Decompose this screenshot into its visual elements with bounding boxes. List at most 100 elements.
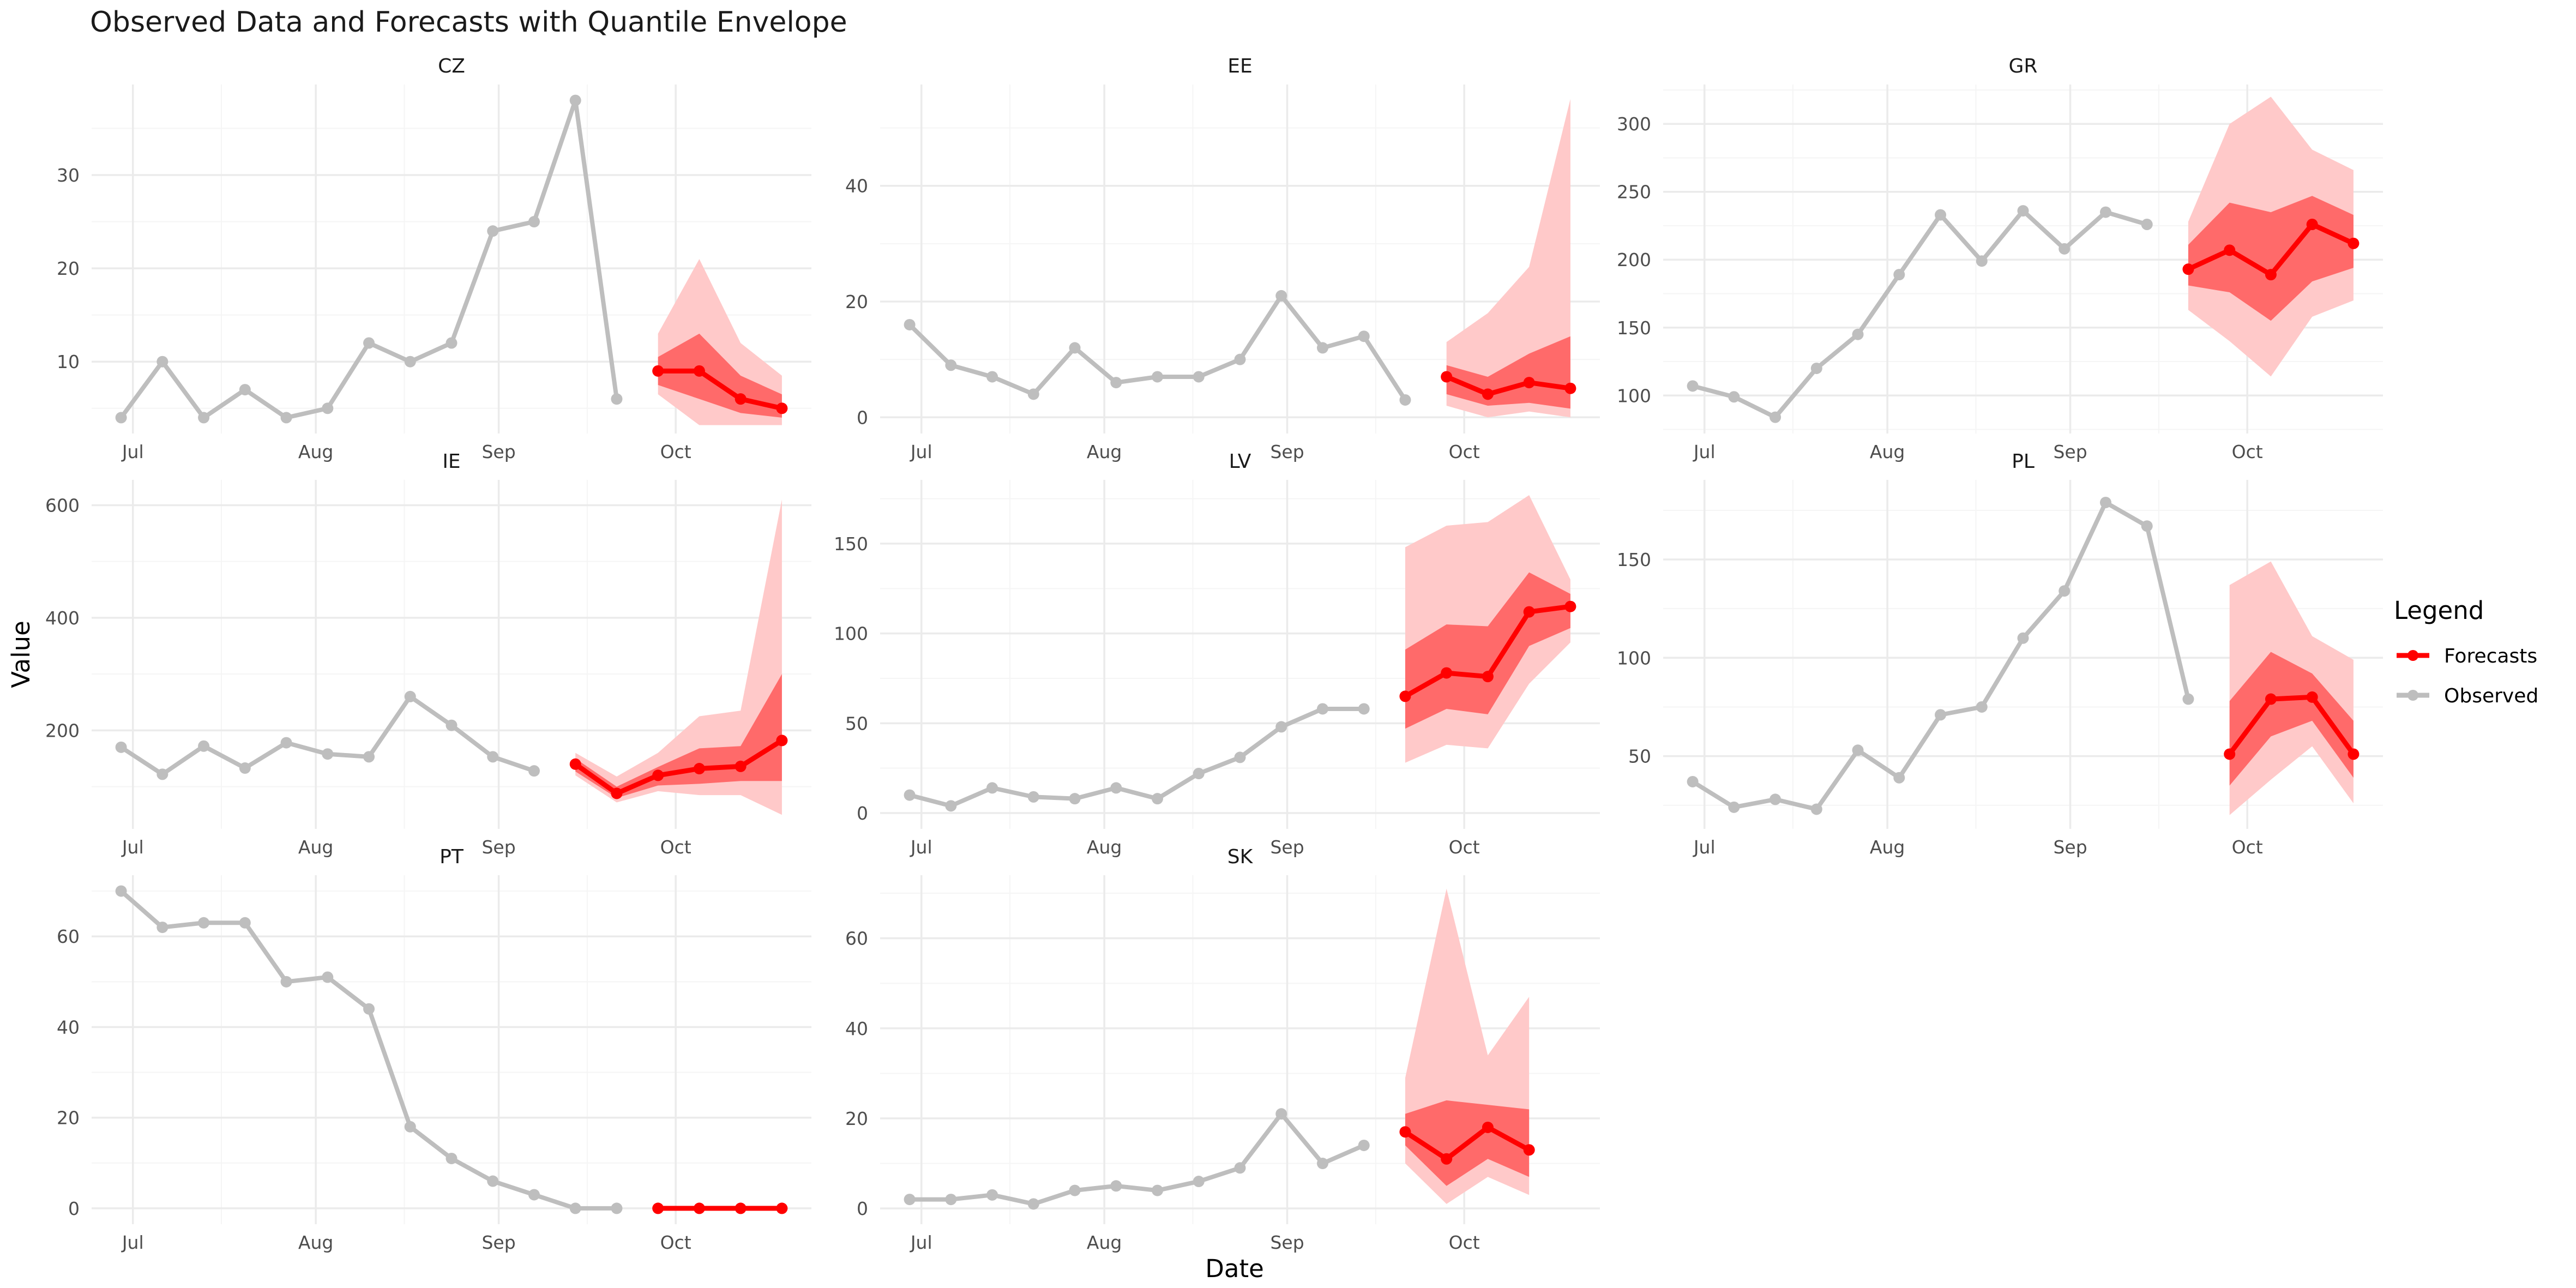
observed-point <box>280 976 292 988</box>
forecast-point <box>1441 667 1453 679</box>
observed-point <box>322 402 334 414</box>
observed-point <box>1852 744 1864 756</box>
observed-point <box>1687 775 1699 787</box>
forecast-point <box>611 787 623 799</box>
panel-title: PL <box>2012 450 2035 473</box>
y-tick-label: 20 <box>57 1108 80 1129</box>
observed-point <box>1358 703 1370 715</box>
legend-label-observed: Observed <box>2444 685 2538 707</box>
forecast-point <box>2348 237 2360 249</box>
x-tick-label: Jul <box>910 1232 932 1253</box>
observed-point <box>1234 353 1246 365</box>
observed-point <box>239 917 251 929</box>
observed-point <box>2059 243 2071 255</box>
y-tick-label: 60 <box>845 928 868 949</box>
x-tick-label: Aug <box>298 836 333 858</box>
observed-point <box>157 768 168 780</box>
forecast-line <box>658 368 783 411</box>
legend-label-forecasts: Forecasts <box>2444 645 2537 667</box>
observed-point <box>157 922 168 934</box>
y-tick-label: 0 <box>68 1198 80 1219</box>
observed-point <box>115 412 127 424</box>
observed-point <box>363 337 375 349</box>
observed-point <box>1687 380 1699 392</box>
observed-point <box>1110 1180 1122 1192</box>
observed-point <box>528 216 540 228</box>
observed-point <box>487 1175 499 1187</box>
y-tick-label: 20 <box>57 258 80 279</box>
outer-quantile-band <box>575 499 782 815</box>
x-tick-label: Aug <box>1870 836 1905 858</box>
x-tick-label: Aug <box>1087 441 1122 462</box>
forecast-point <box>693 1202 705 1214</box>
observed-point <box>1027 1198 1039 1210</box>
observed-point <box>446 719 458 731</box>
observed-point <box>1110 377 1122 389</box>
x-tick-label: Aug <box>1087 836 1122 858</box>
x-tick-label: Jul <box>910 441 932 462</box>
chart-title: Observed Data and Forecasts with Quantil… <box>90 6 847 39</box>
y-tick-label: 250 <box>1617 182 1651 203</box>
forecast-point <box>652 365 664 377</box>
observed-line <box>908 293 1407 401</box>
observed-point <box>569 94 581 106</box>
observed-point <box>363 1003 375 1015</box>
panel-title: CZ <box>438 55 465 77</box>
forecast-point <box>2348 748 2360 760</box>
y-tick-label: 100 <box>1617 385 1651 406</box>
observed-point <box>404 690 416 702</box>
observed-point <box>1976 255 1988 267</box>
x-tick-label: Sep <box>482 1232 515 1253</box>
forecast-point <box>1482 388 1494 400</box>
x-tick-label: Jul <box>910 836 932 858</box>
observed-point <box>1893 269 1905 281</box>
forecast-line <box>1445 374 1571 397</box>
observed-point <box>1275 721 1287 733</box>
y-tick-label: 50 <box>1628 746 1651 767</box>
observed-point <box>1316 703 1328 715</box>
observed-point <box>198 740 210 752</box>
observed-point <box>446 1152 458 1164</box>
observed-point <box>1193 371 1205 383</box>
observed-point <box>404 1121 416 1133</box>
observed-point <box>239 762 251 774</box>
forecast-point <box>2182 263 2194 275</box>
observed-point <box>487 751 499 763</box>
y-axis-title: Value <box>7 621 35 688</box>
observed-point <box>1069 1184 1081 1196</box>
observed-point <box>280 412 292 424</box>
observed-point <box>2017 205 2029 217</box>
observed-point <box>1893 772 1905 784</box>
y-tick-label: 200 <box>1617 249 1651 270</box>
observed-point <box>1810 803 1822 815</box>
observed-point <box>2059 585 2071 597</box>
observed-point <box>1316 342 1328 354</box>
panel-cz: CZ 10 20 30 Jul Aug Sep Oct <box>57 55 811 462</box>
forecast-point <box>2265 693 2277 705</box>
y-tick-label: 150 <box>1617 549 1651 570</box>
forecast-point <box>569 758 581 770</box>
observed-point <box>1193 1176 1205 1188</box>
y-tick-label: 150 <box>1617 317 1651 339</box>
observed-point <box>945 1194 957 1206</box>
observed-point <box>404 356 416 368</box>
legend-key-point <box>2408 650 2418 661</box>
observed-point <box>986 371 998 383</box>
observed-point <box>280 737 292 749</box>
observed-point <box>198 917 210 929</box>
panel-title: PT <box>440 846 464 868</box>
observed-point <box>198 412 210 424</box>
observed-point <box>322 971 334 983</box>
observed-point <box>1399 394 1411 406</box>
forecast-point <box>735 1202 747 1214</box>
x-tick-label: Jul <box>1693 836 1716 858</box>
forecast-point <box>1523 606 1535 618</box>
observed-line <box>910 1111 1365 1206</box>
x-tick-label: Oct <box>1449 1232 1480 1253</box>
observed-point <box>1976 701 1988 713</box>
x-tick-label: Aug <box>298 441 333 462</box>
observed-point <box>1728 801 1740 813</box>
x-tick-label: Oct <box>2232 836 2263 858</box>
